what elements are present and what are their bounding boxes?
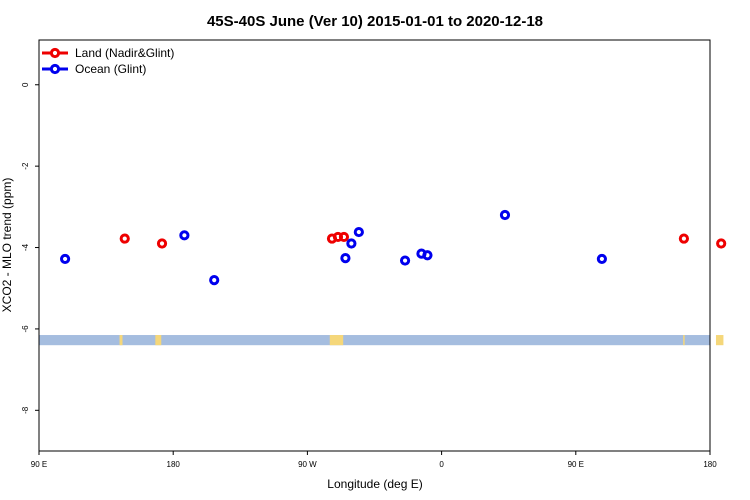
- y-tick-label: -4: [21, 243, 30, 251]
- data-point: [596, 253, 607, 265]
- legend-label: Ocean (Glint): [75, 62, 146, 76]
- data-point: [716, 238, 727, 249]
- series-land: [119, 231, 727, 249]
- data-point: [338, 231, 350, 243]
- x-tick-label: 180: [167, 460, 181, 469]
- data-point: [499, 209, 511, 221]
- data-point: [346, 238, 357, 249]
- legend: Land (Nadir&Glint) Ocean (Glint): [42, 46, 174, 76]
- y-tick-label: -6: [21, 325, 30, 333]
- land-segment: [715, 335, 724, 346]
- x-tick-label: 0: [439, 460, 444, 469]
- y-tick-label: -8: [21, 406, 30, 414]
- plot-marks: [59, 209, 727, 286]
- x-tick-label: 90 E: [568, 460, 584, 469]
- data-point: [156, 238, 168, 249]
- legend-entry: Ocean (Glint): [42, 62, 146, 76]
- y-tick-label: 0: [21, 82, 30, 87]
- land-segment: [329, 335, 344, 346]
- series-ocean: [59, 209, 607, 286]
- plot-frame: [38, 39, 711, 452]
- data-point: [353, 226, 364, 238]
- legend-label: Land (Nadir&Glint): [75, 46, 174, 60]
- surface-strip: [39, 335, 724, 346]
- data-point: [119, 233, 130, 244]
- legend-marker: [49, 47, 61, 59]
- land-segment: [683, 335, 685, 346]
- ocean-strip: [39, 335, 710, 346]
- x-tick-label: 180: [703, 460, 717, 469]
- x-axis-label: Longitude (deg E): [327, 477, 422, 491]
- legend-marker: [49, 63, 61, 75]
- data-point: [340, 253, 351, 264]
- data-point: [678, 233, 690, 244]
- data-point: [179, 230, 190, 241]
- x-tick-label: 90 E: [31, 460, 47, 469]
- chart-title: 45S-40S June (Ver 10) 2015-01-01 to 2020…: [207, 13, 543, 30]
- data-point: [209, 274, 220, 286]
- land-segment: [119, 335, 123, 346]
- y-axis-label: XCO2 - MLO trend (ppm): [0, 178, 14, 313]
- legend-entry: Land (Nadir&Glint): [42, 46, 174, 60]
- data-point: [422, 250, 433, 261]
- x-tick-label: 90 W: [298, 460, 317, 469]
- data-point: [59, 253, 71, 265]
- axes: 90 E 180 90 W 0 90 E 180 0 -2 -4 -6 -8: [21, 82, 717, 469]
- land-segment: [155, 335, 162, 346]
- y-tick-label: -2: [21, 162, 30, 170]
- data-point: [399, 255, 411, 266]
